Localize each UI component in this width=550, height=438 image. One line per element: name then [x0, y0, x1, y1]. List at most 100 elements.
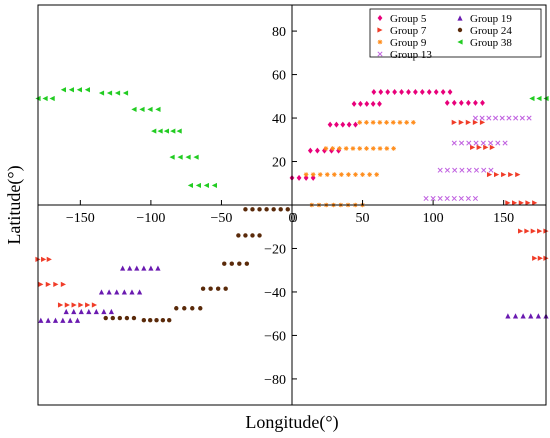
data-point — [243, 207, 248, 212]
data-point — [91, 302, 98, 308]
data-point — [444, 195, 450, 202]
data-point — [411, 120, 416, 125]
x-tick-label: 150 — [493, 211, 514, 226]
data-point — [236, 233, 241, 238]
legend-item: Group 7 — [377, 25, 427, 37]
data-point — [451, 99, 457, 106]
data-point — [480, 99, 485, 106]
data-point — [537, 255, 543, 261]
data-point — [68, 87, 74, 93]
axis-ticks: −150 −100 −50 0 50 100 1500−80−60−40−202040608… — [66, 25, 514, 388]
y-axis-label: Latitude(°) — [4, 165, 25, 244]
legend-marker — [457, 39, 463, 45]
series-group-5 — [289, 88, 485, 181]
x-tick-label: −100 — [136, 211, 165, 226]
data-point — [332, 172, 337, 177]
data-point — [139, 106, 145, 112]
data-point — [520, 313, 526, 319]
data-point — [38, 317, 44, 323]
data-point — [154, 318, 159, 323]
data-point — [103, 315, 108, 321]
data-point — [317, 172, 323, 177]
data-point — [473, 99, 478, 106]
data-point — [433, 88, 439, 95]
data-point — [465, 119, 471, 125]
x-axis-label: Longitude(°) — [245, 412, 338, 433]
data-point — [74, 317, 81, 323]
data-point — [367, 172, 372, 177]
data-point — [528, 313, 534, 319]
legend-label: Group 19 — [470, 13, 512, 25]
legend-marker — [457, 15, 463, 21]
data-point — [535, 313, 541, 319]
data-point — [406, 88, 411, 95]
data-point — [324, 172, 330, 177]
data-point — [147, 106, 153, 112]
data-point — [385, 88, 391, 95]
data-point — [357, 146, 363, 151]
data-point — [524, 228, 530, 234]
data-point — [86, 308, 92, 315]
data-point — [532, 200, 538, 206]
data-point — [440, 88, 446, 95]
data-point — [141, 318, 147, 323]
data-point — [370, 100, 376, 107]
data-point — [148, 265, 154, 271]
data-point — [101, 308, 107, 315]
data-point — [483, 144, 489, 150]
data-point — [430, 195, 436, 202]
data-point — [481, 167, 487, 173]
data-point — [458, 99, 464, 106]
data-point — [339, 172, 344, 177]
data-point — [46, 256, 52, 262]
data-point — [131, 315, 137, 321]
data-point — [315, 147, 320, 154]
data-point — [244, 261, 250, 266]
data-point — [350, 146, 356, 151]
data-point — [479, 115, 485, 121]
data-point — [488, 140, 494, 146]
data-point — [60, 281, 66, 287]
data-point — [169, 154, 175, 160]
x-tick-label: −150 — [66, 211, 95, 226]
data-point — [229, 261, 234, 266]
legend-label: Group 13 — [390, 49, 432, 61]
data-point — [377, 120, 383, 125]
data-point — [518, 228, 524, 234]
data-point — [479, 119, 486, 125]
data-point — [203, 182, 209, 189]
data-point — [117, 315, 123, 321]
data-point — [222, 261, 227, 266]
legend-marker — [377, 27, 383, 33]
data-point — [378, 88, 384, 95]
legend-label: Group 24 — [470, 25, 512, 37]
data-point — [108, 308, 114, 315]
data-point — [85, 302, 91, 308]
data-point — [237, 261, 242, 266]
data-point — [155, 265, 161, 271]
data-point — [187, 182, 193, 189]
data-point — [472, 119, 479, 125]
data-point — [360, 172, 365, 177]
legend-marker — [377, 15, 383, 21]
data-point — [76, 87, 82, 93]
data-point — [351, 100, 357, 107]
series-group-24 — [103, 207, 290, 323]
data-point — [459, 167, 465, 173]
data-point — [250, 207, 255, 212]
legend-item: Group 9 — [377, 37, 427, 49]
legend-marker — [377, 39, 383, 45]
data-point — [38, 281, 44, 287]
data-point — [42, 95, 48, 102]
data-point — [114, 289, 120, 295]
data-point — [271, 207, 276, 212]
legend-item: Group 38 — [457, 37, 512, 49]
data-point — [343, 146, 349, 151]
data-point — [371, 88, 377, 95]
data-point — [532, 255, 538, 261]
data-point — [215, 286, 221, 291]
data-point — [296, 174, 302, 181]
data-point — [364, 120, 369, 125]
data-point — [137, 289, 143, 295]
data-point — [391, 146, 396, 151]
